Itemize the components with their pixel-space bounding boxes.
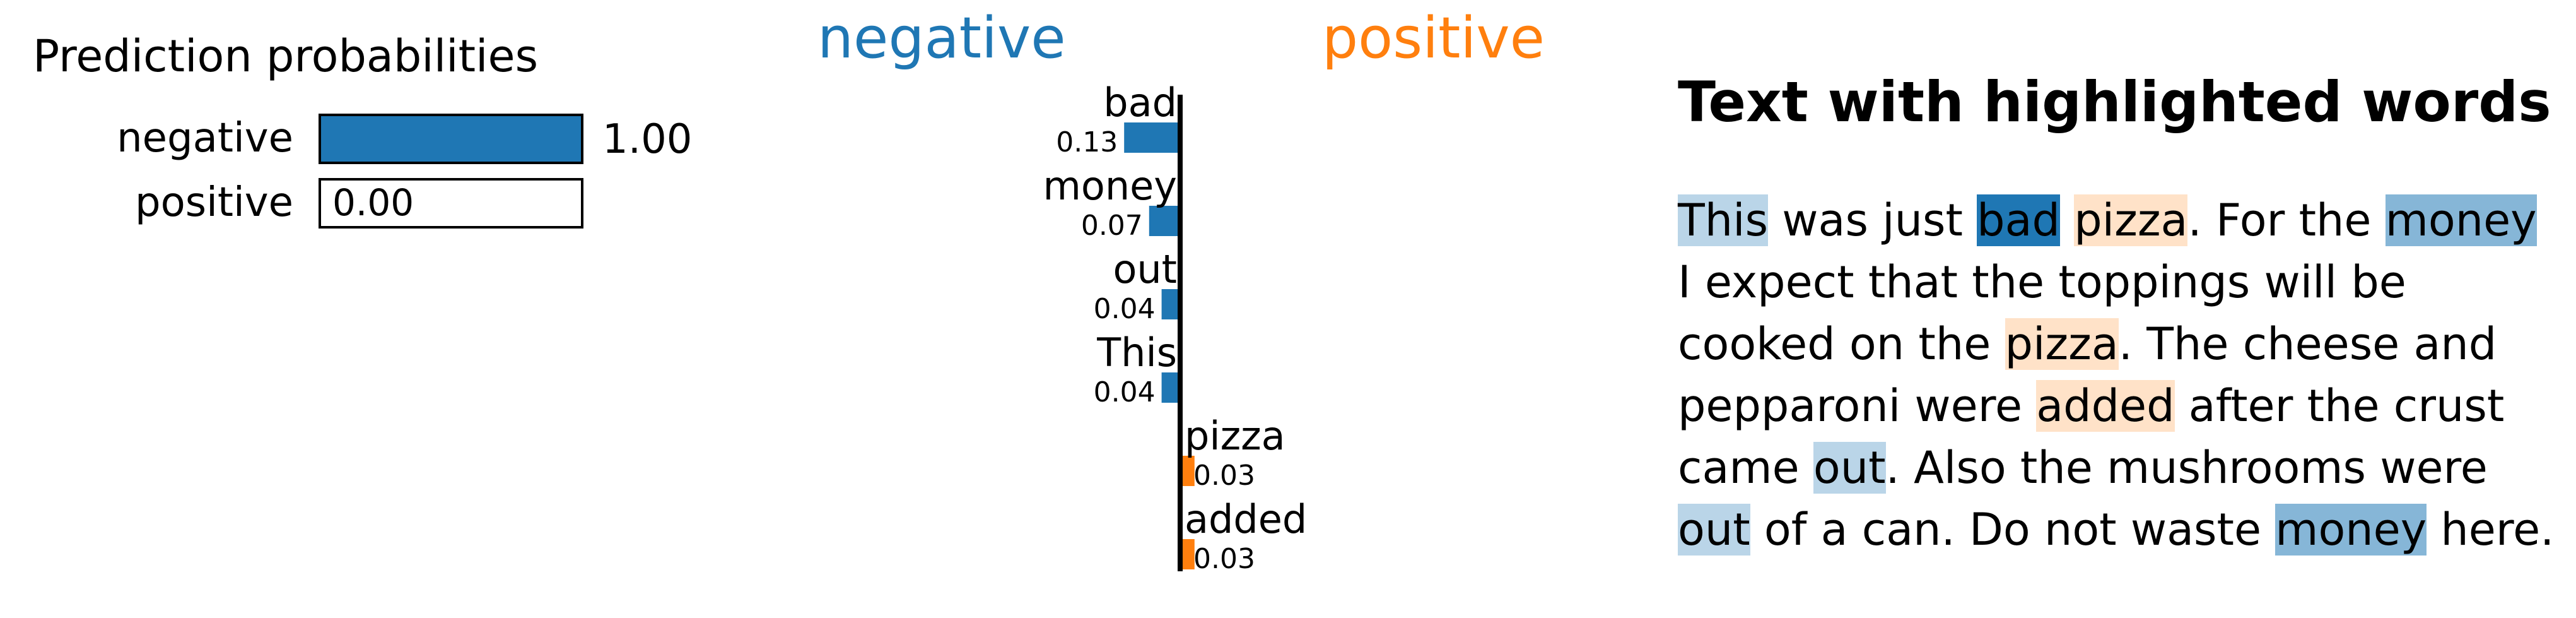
feature-bar-money bbox=[1149, 206, 1178, 236]
plain-text-segment bbox=[2060, 194, 2074, 246]
highlighted-word-out: out bbox=[1678, 504, 1750, 556]
positive-class-header: positive bbox=[1322, 5, 1545, 71]
highlighted-word-bad: bad bbox=[1977, 194, 2060, 246]
prob-label-positive: positive bbox=[134, 179, 293, 226]
feature-label-money: money bbox=[1043, 163, 1177, 209]
prob-bar-negative bbox=[319, 114, 583, 164]
prediction-probabilities-title: Prediction probabilities bbox=[33, 30, 539, 82]
negative-class-header: negative bbox=[817, 5, 1066, 71]
feature-bar-bad bbox=[1124, 122, 1178, 153]
highlighted-word-money: money bbox=[2275, 504, 2427, 556]
highlighted-word-added: added bbox=[2036, 380, 2175, 432]
highlighted-word-pizza: pizza bbox=[2005, 318, 2119, 370]
feature-bar-added bbox=[1182, 539, 1195, 569]
feature-weight-money: 0.07 bbox=[1081, 210, 1143, 242]
prob-bar-positive: 0.00 bbox=[319, 178, 583, 229]
highlighted-word-pizza: pizza bbox=[2074, 194, 2188, 246]
plain-text-segment: after the crust came bbox=[1678, 380, 2505, 494]
highlighted-word-this: This bbox=[1678, 194, 1769, 246]
feature-label-pizza: pizza bbox=[1185, 413, 1285, 459]
feature-bar-out bbox=[1161, 289, 1178, 319]
plain-text-segment: . Also the mushrooms were bbox=[1885, 442, 2488, 494]
feature-weight-out: 0.04 bbox=[1094, 293, 1156, 325]
prob-bar-fill-negative bbox=[321, 116, 581, 162]
feature-weights-chart: negative positive bad 0.13 money 0.07 out 0.0… bbox=[757, 0, 1590, 618]
plain-text-segment: I expect that the toppings will be cooke… bbox=[1678, 256, 2406, 370]
feature-weight-pizza: 0.03 bbox=[1193, 460, 1255, 492]
plain-text-segment: here. bbox=[2427, 504, 2555, 556]
feature-weight-bad: 0.13 bbox=[1056, 126, 1118, 158]
plain-text-segment: was just bbox=[1768, 194, 1977, 246]
feature-label-bad: bad bbox=[1103, 80, 1177, 126]
highlighted-word-out: out bbox=[1813, 442, 1886, 494]
feature-weight-this: 0.04 bbox=[1094, 376, 1156, 408]
plain-text-segment: . For the bbox=[2187, 194, 2386, 246]
feature-bar-pizza bbox=[1182, 456, 1195, 486]
prob-value-positive: 0.00 bbox=[332, 181, 414, 224]
prob-value-negative: 1.00 bbox=[602, 116, 693, 163]
feature-bar-this bbox=[1161, 372, 1178, 403]
feature-label-this: This bbox=[1096, 330, 1177, 376]
highlighted-word-money: money bbox=[2385, 194, 2537, 246]
feature-weights-svg: bad0.13money0.07out0.04This0.04pizza0.03… bbox=[1043, 80, 1308, 575]
highlighted-text-title: Text with highlighted words bbox=[1678, 69, 2551, 134]
plain-text-segment: . The cheese and pepparoni were bbox=[1678, 318, 2497, 432]
plain-text-segment: of a can. Do not waste bbox=[1750, 504, 2276, 556]
feature-label-out: out bbox=[1113, 246, 1177, 292]
highlighted-text-body: This was just bad pizza. For the money I… bbox=[1678, 189, 2561, 561]
feature-label-added: added bbox=[1185, 496, 1307, 542]
feature-weight-added: 0.03 bbox=[1193, 543, 1255, 575]
prob-label-negative: negative bbox=[117, 115, 293, 162]
